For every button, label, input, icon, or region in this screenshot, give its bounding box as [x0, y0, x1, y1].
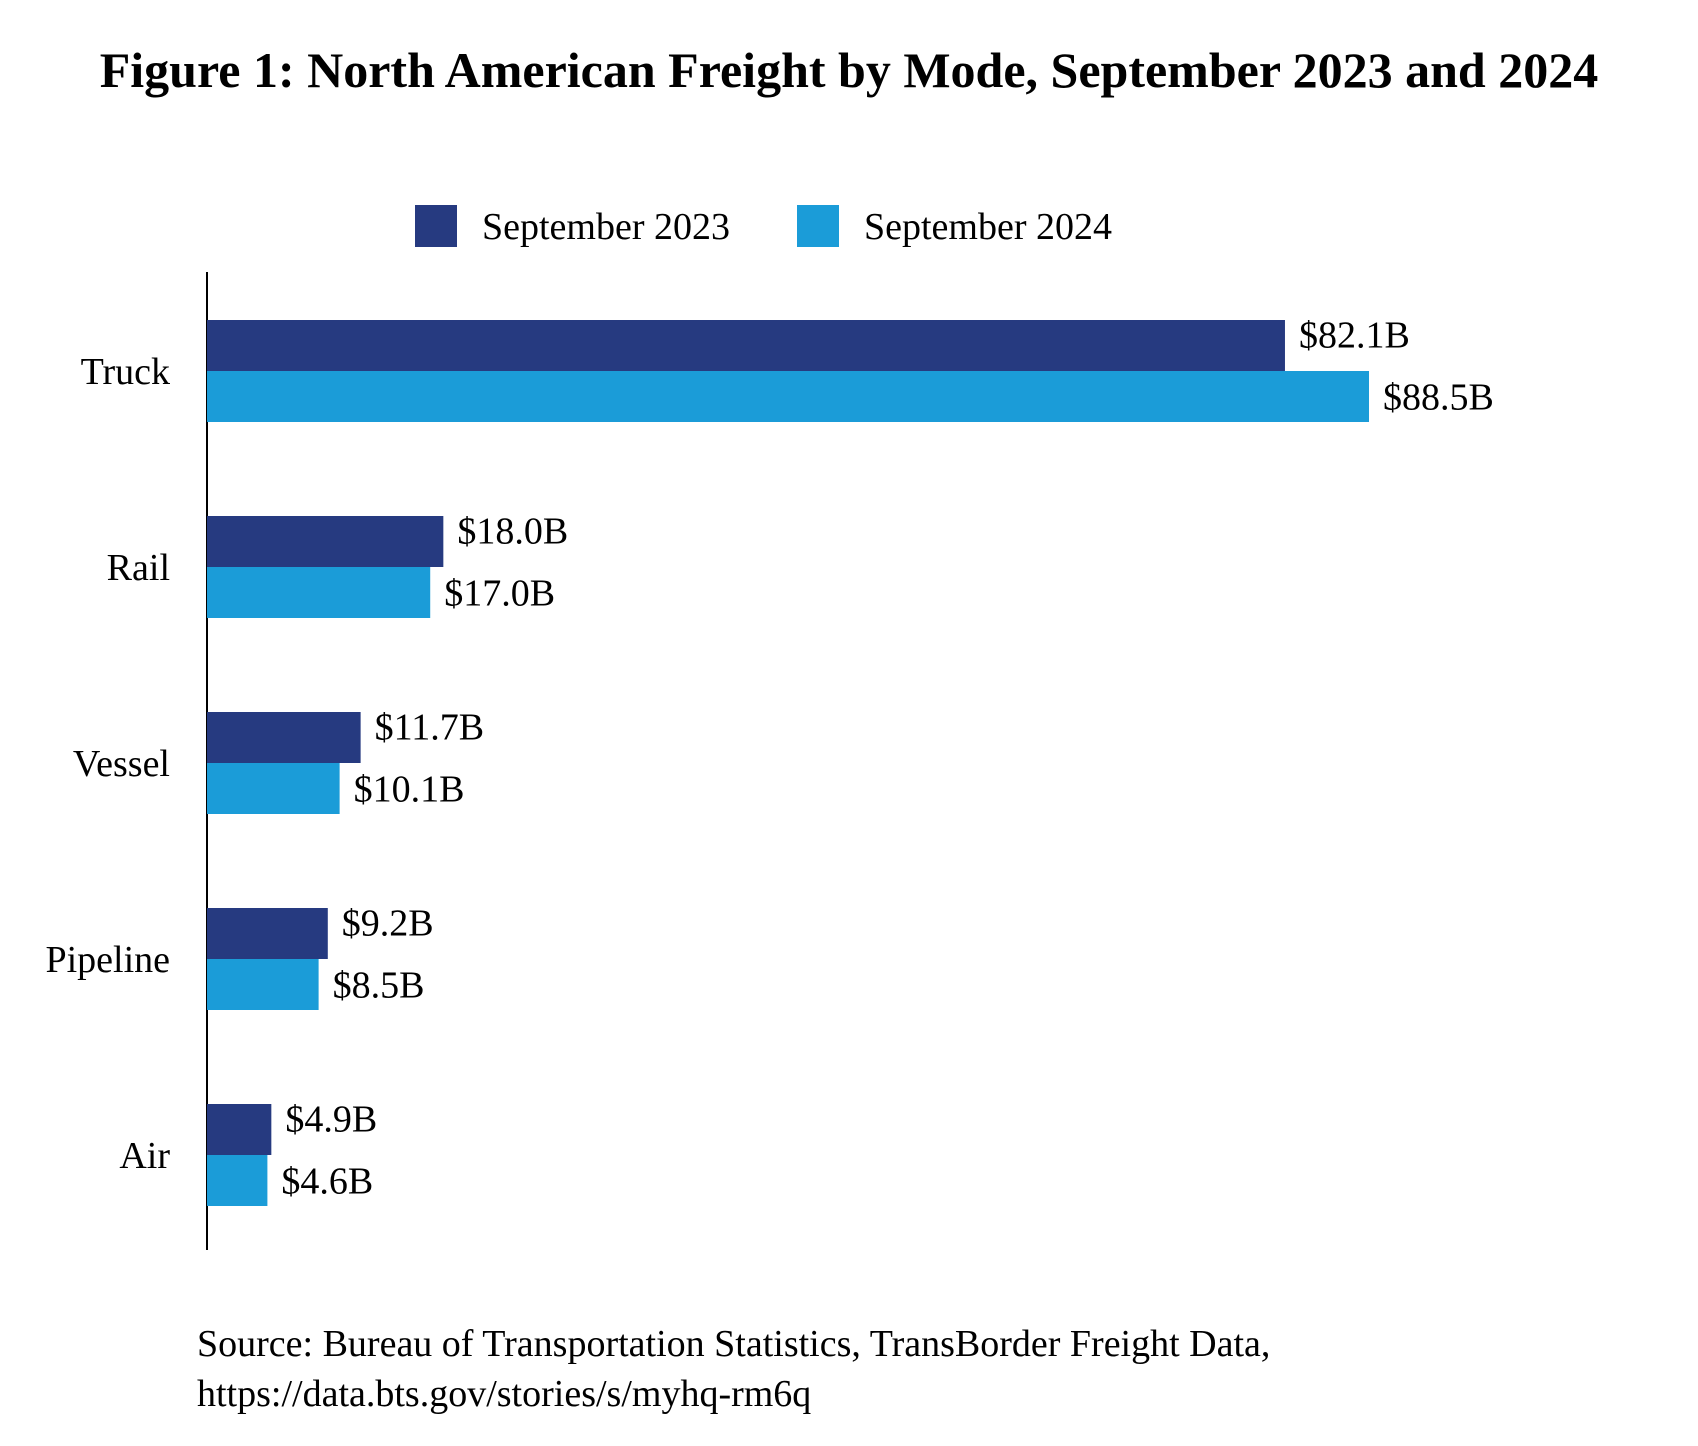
bar-air-series-2	[207, 1155, 268, 1206]
category-label-air: Air	[119, 1135, 170, 1177]
bar-truck-series-1	[207, 320, 1285, 371]
category-label-vessel: Vessel	[73, 743, 170, 785]
bar-vessel-series-2	[207, 763, 340, 814]
legend-swatch-1	[415, 205, 457, 247]
data-label-truck-series-2: $88.5B	[1383, 377, 1494, 419]
data-label-vessel-series-2: $10.1B	[354, 769, 465, 811]
bar-vessel-series-1	[207, 712, 361, 763]
chart-title: Figure 1: North American Freight by Mode…	[99, 42, 1599, 98]
legend-label-2: September 2024	[864, 206, 1112, 248]
legend-label-1: September 2023	[482, 206, 730, 248]
bar-rail-series-1	[207, 516, 444, 567]
data-label-air-series-2: $4.6B	[281, 1161, 373, 1203]
legend-swatch-2	[797, 205, 839, 247]
bar-air-series-1	[207, 1104, 272, 1155]
data-label-vessel-series-1: $11.7B	[375, 707, 484, 749]
value-labels: $82.1B $88.5B $18.0B $17.0B $11.7B $10.1B $9.2…	[281, 315, 1493, 1203]
data-label-pipeline-series-2: $8.5B	[333, 965, 425, 1007]
bar-pipeline-series-1	[207, 908, 328, 959]
category-label-truck: Truck	[81, 351, 170, 393]
source-note-line-1: Source: Bureau of Transportation Statist…	[197, 1323, 1271, 1365]
category-labels: Truck Rail Vessel Pipeline Air	[45, 351, 170, 1177]
bar-truck-series-2	[207, 371, 1370, 422]
data-label-truck-series-1: $82.1B	[1299, 315, 1410, 357]
category-label-pipeline: Pipeline	[45, 939, 170, 981]
data-label-pipeline-series-1: $9.2B	[342, 903, 434, 945]
bar-pipeline-series-2	[207, 959, 319, 1010]
bars	[207, 320, 1370, 1206]
data-label-air-series-1: $4.9B	[285, 1099, 377, 1141]
source-note-url: https://data.bts.gov/stories/s/myhq-rm6q	[197, 1373, 812, 1415]
data-label-rail-series-2: $17.0B	[444, 573, 555, 615]
category-label-rail: Rail	[107, 547, 170, 589]
legend: September 2023 September 2024	[415, 205, 1112, 248]
bar-rail-series-2	[207, 567, 431, 618]
data-label-rail-series-1: $18.0B	[457, 511, 568, 553]
